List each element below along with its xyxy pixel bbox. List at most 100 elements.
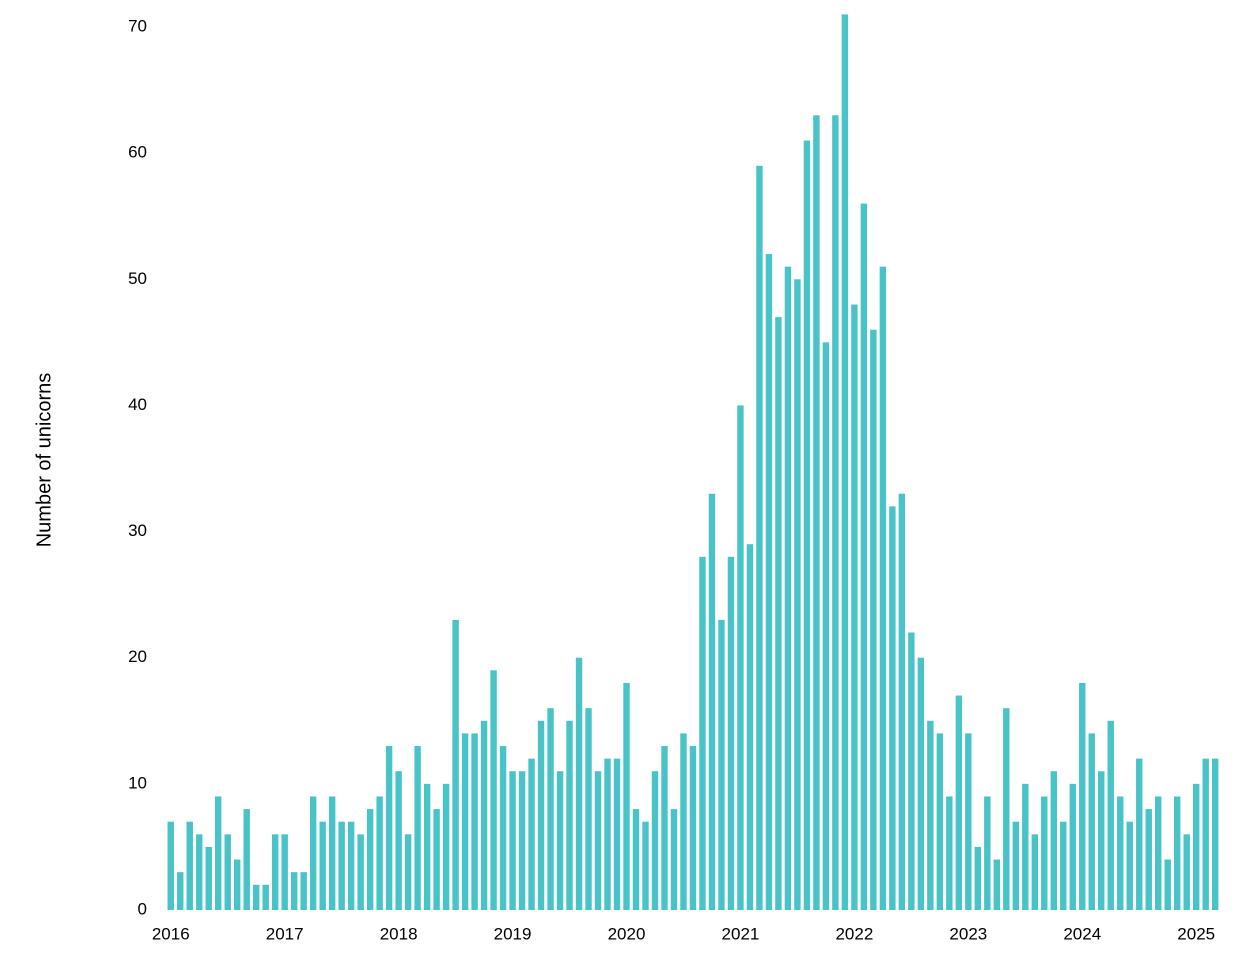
bar: [1145, 809, 1152, 910]
bar: [404, 834, 412, 910]
bar: [499, 746, 507, 910]
x-tick-label: 2018: [380, 924, 418, 943]
bar: [319, 821, 326, 910]
bar: [1183, 834, 1190, 910]
bar: [765, 254, 773, 911]
bar: [879, 266, 887, 911]
bar: [471, 733, 478, 910]
bar: [243, 809, 250, 910]
bar: [946, 796, 953, 910]
bar: [594, 771, 602, 910]
bar: [718, 619, 725, 910]
bar: [623, 682, 630, 910]
bar: [803, 140, 811, 910]
bar: [395, 771, 402, 910]
y-tick-label: 0: [138, 899, 147, 918]
bar: [1136, 758, 1143, 910]
bar: [965, 733, 972, 910]
bar: [1003, 708, 1010, 910]
bar: [955, 695, 963, 910]
bar: [889, 506, 896, 910]
bar: [547, 708, 554, 910]
bar: [727, 556, 735, 910]
bar: [860, 203, 868, 911]
bar: [528, 758, 535, 910]
bar: [177, 872, 184, 910]
x-tick-label: 2021: [722, 924, 760, 943]
bar: [385, 746, 393, 910]
bar: [347, 821, 355, 910]
x-tick-label: 2017: [266, 924, 304, 943]
bar: [215, 796, 222, 910]
bar: [613, 758, 621, 910]
y-tick-label: 20: [128, 647, 147, 666]
bar: [1193, 783, 1200, 910]
bar: [253, 884, 260, 910]
bar: [670, 809, 678, 910]
bar: [604, 758, 611, 910]
bar: [1211, 758, 1219, 910]
bar: [205, 846, 212, 910]
y-tick-label: 60: [128, 143, 147, 162]
bar: [167, 821, 174, 910]
bar: [490, 670, 497, 910]
bar: [518, 771, 526, 910]
bar: [300, 872, 307, 910]
bar: [442, 783, 450, 910]
bar: [1202, 758, 1209, 910]
bar: [1098, 771, 1105, 910]
bar: [927, 720, 934, 910]
bar: [1079, 682, 1086, 910]
bar: [376, 796, 383, 910]
bar: [338, 821, 345, 910]
bar: [784, 266, 792, 911]
bar: [1164, 859, 1171, 910]
bar: [917, 657, 925, 910]
bar: [423, 783, 431, 910]
bar: [433, 809, 440, 910]
y-tick-label: 50: [128, 269, 147, 288]
bar: [1107, 720, 1114, 910]
bar: [775, 317, 782, 911]
bar: [328, 796, 336, 910]
x-tick-label: 2020: [608, 924, 646, 943]
x-tick-label: 2023: [949, 924, 987, 943]
bar: [984, 796, 991, 910]
y-tick-label: 10: [128, 773, 147, 792]
bar: [1031, 834, 1038, 910]
bar: [746, 544, 754, 910]
bar: [680, 733, 687, 910]
bar: [1022, 783, 1029, 910]
bar: [851, 304, 858, 910]
x-tick-label: 2016: [152, 924, 190, 943]
bar: [794, 279, 801, 910]
bar: [556, 771, 564, 910]
bar: [822, 342, 830, 910]
y-tick-label: 40: [128, 395, 147, 414]
y-axis-label: Number of unicorns: [33, 373, 55, 548]
bar: [1041, 796, 1048, 910]
bar: [196, 834, 203, 910]
bar: [832, 115, 839, 911]
x-tick-label: 2019: [494, 924, 532, 943]
bar: [813, 115, 820, 911]
bar: [898, 493, 906, 910]
bar: [224, 834, 231, 910]
bar: [585, 708, 592, 910]
bar: [366, 809, 374, 910]
bar: [737, 405, 744, 910]
bar: [1117, 796, 1124, 910]
bar: [756, 165, 763, 910]
bar: [1174, 796, 1181, 910]
bar: [841, 14, 849, 910]
bar: [480, 720, 488, 910]
bar: [870, 329, 877, 910]
bar: [699, 556, 706, 910]
bar: [651, 771, 659, 910]
bar: [461, 733, 469, 910]
bar: [642, 821, 649, 910]
bar: [993, 859, 1001, 910]
y-tick-label: 70: [128, 16, 147, 35]
bar: [281, 834, 288, 910]
x-tick-label: 2022: [835, 924, 873, 943]
